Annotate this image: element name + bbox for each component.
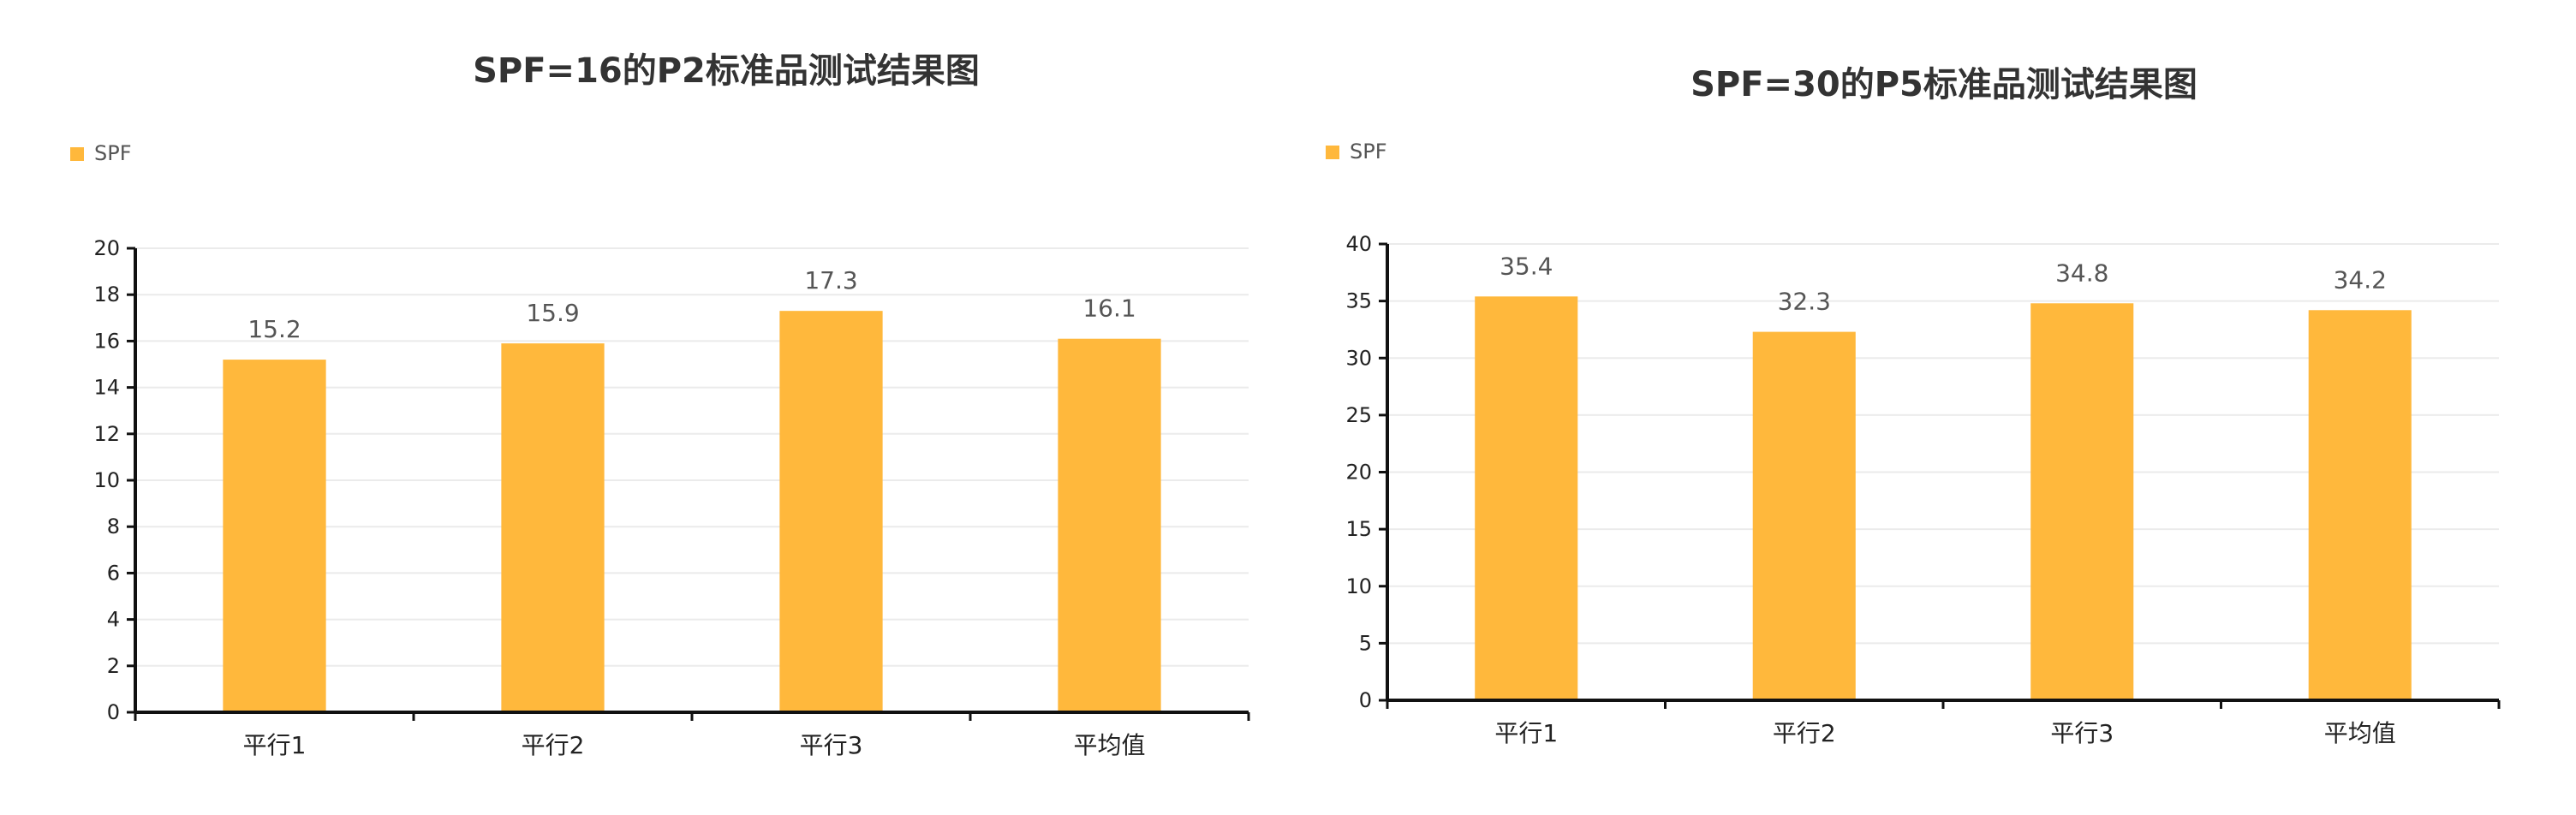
y-tick-label: 16 — [93, 329, 120, 353]
bar — [223, 360, 326, 712]
data-label: 35.4 — [1500, 252, 1553, 280]
chart-title: SPF=30的P5标准品测试结果图 — [1690, 65, 2197, 104]
x-tick-label: 平行2 — [1773, 719, 1836, 747]
chart-2: SPF=30的P5标准品测试结果图 SPF 0 5 10 15 20 25 30 35 40 35.4… — [1326, 65, 2501, 747]
y-tick-label: 30 — [1345, 346, 1372, 370]
bar — [2030, 303, 2134, 700]
legend-label: SPF — [1350, 140, 1387, 164]
y-tick-label: 40 — [1345, 232, 1372, 256]
chart-title: SPF=16的P2标准品测试结果图 — [473, 51, 980, 91]
data-label: 15.2 — [247, 315, 301, 343]
bar — [1752, 331, 1856, 700]
y-tick-label: 20 — [93, 236, 120, 260]
bar — [1475, 296, 1578, 700]
y-tick-label: 6 — [107, 561, 120, 585]
data-label: 16.1 — [1082, 294, 1136, 323]
x-tick-label: 平行1 — [243, 731, 307, 759]
x-tick-label: 平均值 — [2324, 719, 2396, 747]
y-tick-label: 25 — [1345, 403, 1372, 427]
y-tick-label: 18 — [93, 283, 120, 306]
bar — [2308, 310, 2412, 700]
y-tick-label: 0 — [1359, 688, 1372, 712]
bar — [779, 311, 883, 712]
y-tick-label: 4 — [107, 608, 120, 632]
data-label: 17.3 — [804, 266, 857, 294]
y-tick-label: 0 — [107, 700, 120, 724]
x-tick-label: 平行3 — [800, 731, 863, 759]
chart-1: SPF=16的P2标准品测试结果图 SPF 0 2 4 6 8 10 12 14 16 18 20 15.… — [70, 51, 1250, 759]
y-tick-label: 20 — [1345, 461, 1372, 485]
x-tick-label: 平行3 — [2050, 719, 2114, 747]
data-label: 34.2 — [2334, 265, 2387, 294]
data-label: 15.9 — [526, 299, 579, 327]
y-tick-label: 2 — [107, 654, 120, 678]
y-tick-label: 5 — [1359, 631, 1372, 655]
y-tick-label: 10 — [93, 468, 120, 492]
legend-swatch — [70, 147, 84, 161]
bar — [501, 343, 605, 712]
y-tick-label: 10 — [1345, 574, 1372, 598]
data-label: 34.8 — [2055, 259, 2108, 287]
bar — [1058, 338, 1161, 712]
y-tick-label: 8 — [107, 515, 120, 538]
y-tick-label: 15 — [1345, 517, 1372, 541]
x-tick-label: 平行2 — [522, 731, 585, 759]
legend-label: SPF — [94, 141, 132, 165]
y-tick-label: 35 — [1345, 289, 1372, 313]
x-tick-label: 平均值 — [1073, 731, 1145, 759]
y-tick-label: 12 — [93, 422, 120, 446]
y-tick-label: 14 — [93, 376, 120, 400]
x-tick-label: 平行1 — [1494, 719, 1558, 747]
data-label: 32.3 — [1778, 288, 1831, 316]
legend-swatch — [1326, 146, 1339, 159]
